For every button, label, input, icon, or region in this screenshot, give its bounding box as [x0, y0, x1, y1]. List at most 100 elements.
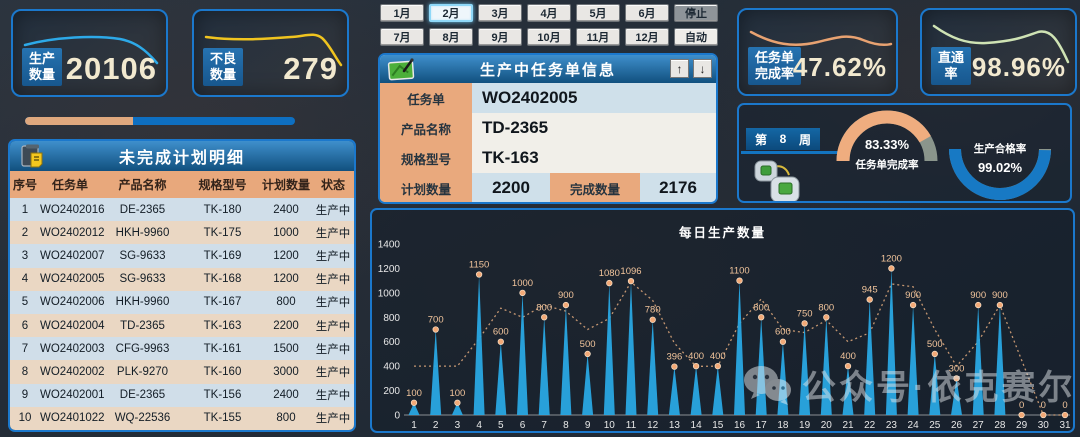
week-suffix: 周	[798, 132, 811, 147]
stop-button[interactable]: 停止	[674, 4, 718, 22]
svg-text:400: 400	[710, 351, 726, 362]
table-cell: WO2402006	[40, 296, 105, 309]
svg-text:400: 400	[688, 351, 704, 362]
first-pass-label: 直通 率	[931, 46, 972, 85]
table-row: 9 WO2402001 DE-2365 TK-156 2400 生产中	[10, 383, 354, 407]
month-button-6月[interactable]: 6月	[625, 4, 669, 22]
svg-text:4: 4	[476, 420, 482, 431]
table-cell: 1000	[273, 226, 299, 239]
production-label-line1: 生产	[29, 50, 56, 66]
col-header-status: 状态	[320, 178, 345, 192]
defect-label-line1: 不良	[210, 50, 237, 66]
table-cell: 1	[21, 203, 29, 216]
svg-text:1: 1	[411, 420, 417, 431]
task-completion-sparkline	[749, 30, 893, 47]
table-cell: TK-167	[203, 296, 242, 309]
table-cell: WO2402007	[40, 250, 105, 262]
svg-text:1200: 1200	[881, 253, 902, 264]
svg-text:900: 900	[970, 290, 986, 301]
svg-text:12: 12	[647, 420, 659, 431]
svg-text:18: 18	[777, 420, 789, 431]
first-pass-label-line2: 率	[944, 65, 958, 81]
table-cell: WO2402003	[40, 342, 105, 355]
table-cell: HKH-9960	[115, 226, 170, 239]
month-progress-bar	[25, 117, 295, 125]
table-cell: WO2402004	[40, 319, 105, 332]
month-button-5月[interactable]: 5月	[576, 4, 620, 22]
svg-text:31: 31	[1059, 420, 1071, 431]
svg-text:10: 10	[604, 420, 616, 431]
production-label: 生产 数量	[22, 47, 63, 86]
svg-text:23: 23	[886, 420, 898, 431]
scroll-down-button[interactable]: ↓	[693, 59, 712, 78]
table-cell: 5	[21, 296, 29, 309]
month-button-7月[interactable]: 7月	[380, 28, 424, 46]
table-cell: 7	[21, 342, 29, 355]
quality-gauge-arc	[949, 148, 1051, 200]
week-gauges	[836, 110, 1051, 200]
month-button-4月[interactable]: 4月	[527, 4, 571, 22]
table-row: 5 WO2402006 HKH-9960 TK-167 800 生产中	[10, 290, 354, 315]
task-product-label: 产品名称	[380, 113, 472, 143]
table-cell: TK-156	[203, 389, 242, 402]
defect-sparkline	[204, 33, 343, 67]
svg-text:26: 26	[951, 420, 963, 431]
month-button-1月[interactable]: 1月	[380, 4, 424, 22]
svg-text:800: 800	[818, 302, 834, 313]
defect-value: 279	[283, 51, 338, 86]
svg-text:100: 100	[449, 388, 465, 399]
table-cell: TK-161	[203, 342, 242, 355]
svg-text:7: 7	[541, 420, 547, 431]
svg-text:300: 300	[949, 363, 965, 374]
map-pen-icon	[387, 58, 415, 81]
table-cell: 2	[21, 226, 29, 239]
col-header-product: 产品名称	[118, 178, 167, 192]
table-cell: 1200	[273, 273, 299, 286]
task-order-value: WO2402005	[472, 83, 716, 113]
down-arrow-icon: ↓	[699, 61, 706, 76]
svg-text:750: 750	[797, 308, 813, 319]
month-button-3月[interactable]: 3月	[478, 4, 522, 22]
table-cell: WO2402002	[40, 366, 105, 379]
table-cell: 生产中	[315, 320, 351, 333]
table-cell: 800	[276, 412, 296, 425]
task-product-value: TD-2365	[472, 113, 716, 143]
table-cell: WO2401022	[40, 412, 105, 425]
svg-text:800: 800	[383, 313, 400, 324]
svg-text:22: 22	[864, 420, 876, 431]
table-cell: CFG-9963	[115, 342, 170, 355]
svg-text:900: 900	[992, 290, 1008, 301]
svg-text:11: 11	[626, 420, 637, 431]
svg-text:396: 396	[666, 352, 682, 363]
quality-gauge-value: 99.02%	[977, 160, 1023, 175]
month-button-12月[interactable]: 12月	[625, 28, 669, 46]
month-button-2月[interactable]: 2月	[429, 4, 473, 22]
svg-text:200: 200	[383, 386, 400, 397]
auto-button[interactable]: 自动	[674, 28, 718, 46]
quality-gauge-label: 生产合格率	[973, 143, 1027, 155]
month-button-9月[interactable]: 9月	[478, 28, 522, 46]
table-cell: 1200	[273, 250, 299, 262]
svg-text:800: 800	[536, 302, 552, 313]
svg-text:1200: 1200	[378, 264, 401, 275]
svg-text:13: 13	[669, 420, 681, 431]
month-button-11月[interactable]: 11月	[576, 28, 620, 46]
daily-production-chart: 0200400600800100012001400100170021003115…	[378, 240, 1071, 432]
production-value: 20106	[65, 51, 157, 86]
table-cell: TK-163	[203, 319, 242, 332]
production-label-line2: 数量	[29, 66, 56, 82]
svg-text:800: 800	[753, 302, 769, 313]
table-cell: TK-175	[203, 226, 242, 239]
kpi-card-task-completion: 任务单 完成率 47.62%	[737, 8, 898, 96]
table-cell: 2200	[273, 319, 299, 332]
svg-text:25: 25	[929, 420, 941, 431]
table-cell: 生产中	[315, 227, 351, 240]
svg-text:1000: 1000	[378, 288, 401, 299]
month-button-8月[interactable]: 8月	[429, 28, 473, 46]
month-button-10月[interactable]: 10月	[527, 28, 571, 46]
svg-text:700: 700	[428, 315, 444, 326]
svg-text:945: 945	[862, 285, 878, 296]
scroll-up-button[interactable]: ↑	[670, 59, 689, 78]
table-cell: TK-160	[203, 366, 242, 379]
table-cell: 8	[21, 366, 29, 379]
